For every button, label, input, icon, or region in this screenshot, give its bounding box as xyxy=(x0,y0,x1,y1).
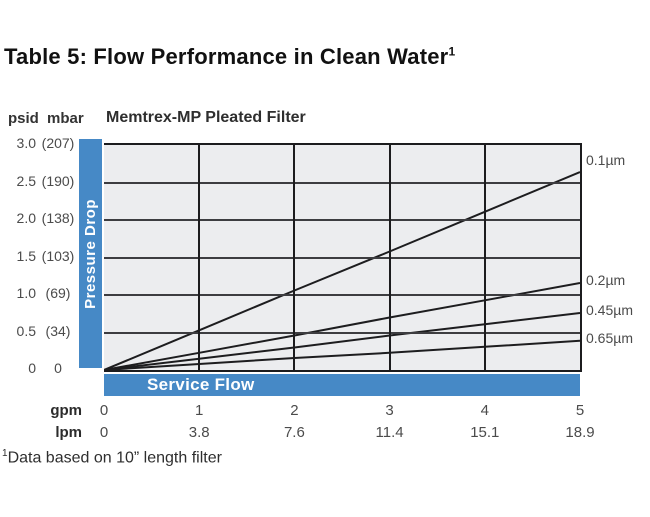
y-tick-psid: 0.5 xyxy=(16,322,36,339)
x-tick-lpm: 18.9 xyxy=(565,424,595,441)
x-tick-gpm: 5 xyxy=(575,402,585,419)
y-tick-mbar: (103) xyxy=(41,247,75,264)
x-tick-gpm: 4 xyxy=(480,402,489,419)
series-line-0.1µm xyxy=(104,171,580,370)
chart-subtitle: Memtrex-MP Pleated Filter xyxy=(106,109,306,126)
figure-title-text: Table 5: Flow Performance in Clean Water xyxy=(4,44,449,69)
horizontal-gridline xyxy=(104,294,580,296)
service-flow-axis-bar: Service Flow xyxy=(104,374,580,396)
series-lines xyxy=(104,171,580,370)
y-tick-mbar: (190) xyxy=(41,172,75,189)
x-tick-gpm: 2 xyxy=(290,402,299,419)
y-tick-mbar: (138) xyxy=(41,210,75,226)
x-tick-lpm: 7.6 xyxy=(283,424,305,441)
x-tick-lpm: 11.4 xyxy=(375,424,404,441)
figure-title: Table 5: Flow Performance in Clean Water… xyxy=(4,44,455,70)
series-line-0.2µm xyxy=(104,282,580,370)
y-tick-psid: 1.5 xyxy=(16,247,36,264)
pressure-drop-axis-label: Pressure Drop xyxy=(82,198,99,309)
vertical-gridline xyxy=(198,145,201,370)
x-unit-gpm-label: gpm xyxy=(50,402,82,419)
y-tick-mbar: (69) xyxy=(45,285,71,301)
service-flow-axis-label: Service Flow xyxy=(147,375,255,394)
pressure-drop-axis-bar: Pressure Drop xyxy=(79,139,102,368)
vertical-gridline xyxy=(388,145,391,370)
series-label-0.45µm: 0.45µm xyxy=(586,302,633,318)
y-tick-mbar: (34) xyxy=(45,322,71,339)
x-tick-lpm: 15.1 xyxy=(470,424,500,441)
vertical-gridline xyxy=(293,145,296,370)
footnote: 1Data based on 10” length filter xyxy=(2,448,222,467)
series-line-0.65µm xyxy=(104,339,580,370)
x-tick-gpm: 1 xyxy=(195,402,204,419)
figure-title-superscript: 1 xyxy=(448,44,456,59)
y-tick-psid: 2.0 xyxy=(16,210,36,226)
horizontal-gridline xyxy=(104,181,580,184)
y-tick-psid: 2.5 xyxy=(16,172,36,189)
plot-area xyxy=(104,143,582,372)
x-tick-lpm: 3.8 xyxy=(188,424,210,441)
series-label-0.1µm: 0.1µm xyxy=(586,152,626,168)
series-line-0.45µm xyxy=(104,312,580,370)
y-unit-mbar-label: mbar xyxy=(47,110,84,127)
vertical-gridline xyxy=(483,145,486,370)
y-tick-mbar: 0 xyxy=(54,360,62,376)
x-tick-gpm: 0 xyxy=(99,402,109,419)
y-tick-psid: 3.0 xyxy=(16,135,36,151)
y-tick-psid: 1.0 xyxy=(16,285,36,301)
horizontal-gridline xyxy=(104,219,580,221)
x-unit-lpm-label: lpm xyxy=(55,424,82,441)
series-label-0.65µm: 0.65µm xyxy=(586,329,633,346)
x-tick-gpm: 3 xyxy=(385,402,394,419)
footnote-superscript: 1 xyxy=(2,448,8,459)
y-tick-psid: 0 xyxy=(28,360,36,376)
series-label-0.2µm: 0.2µm xyxy=(586,272,626,288)
horizontal-gridline xyxy=(104,256,580,259)
x-tick-lpm: 0 xyxy=(99,424,109,441)
y-unit-psid-label: psid xyxy=(8,110,39,127)
y-tick-mbar: (207) xyxy=(41,135,75,151)
horizontal-gridline xyxy=(104,331,580,334)
footnote-text: Data based on 10” length filter xyxy=(7,449,222,467)
